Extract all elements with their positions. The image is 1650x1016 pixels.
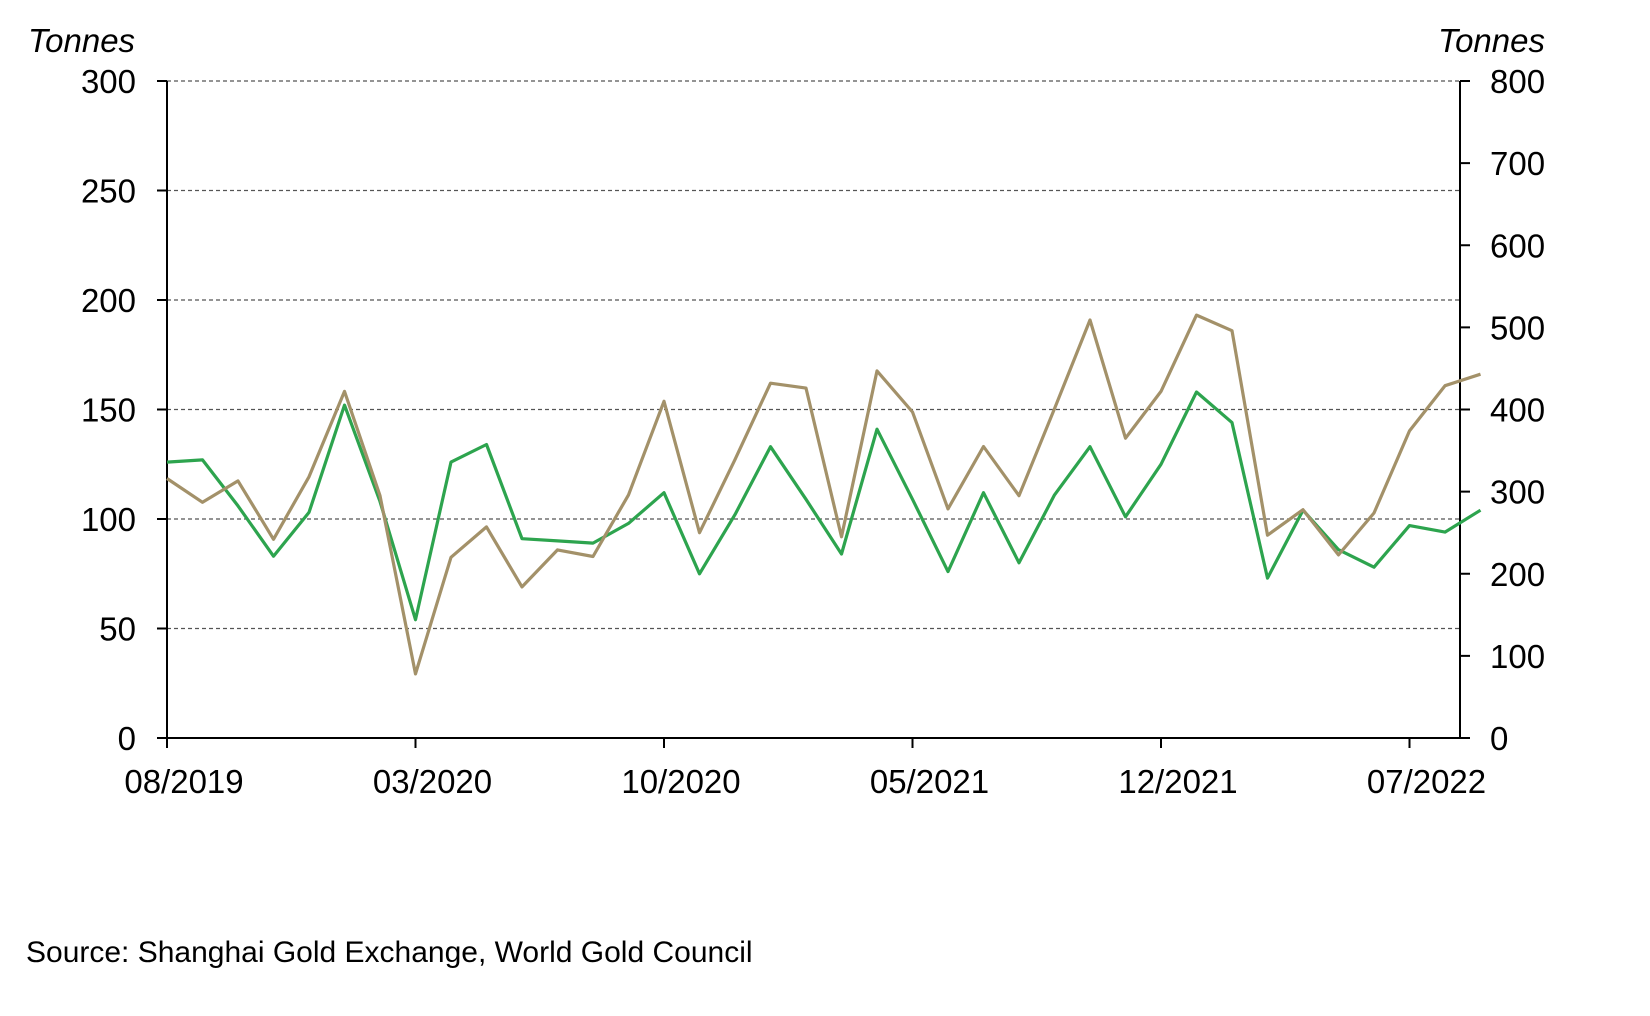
right-tick-label: 0 [1490,720,1508,757]
x-tick-label: 05/2021 [870,763,989,800]
left-tick-label: 150 [81,392,136,429]
right-axis-unit-label: Tonnes [1438,22,1545,59]
x-tick-label: 10/2020 [621,763,740,800]
left-tick-label: 0 [118,720,136,757]
right-tick-label: 600 [1490,227,1545,264]
x-tick-label: 08/2019 [124,763,243,800]
x-axis-ticks: 08/2019 03/2020 10/2020 05/2021 12/2021 07/20… [124,738,1486,800]
left-tick-label: 100 [81,501,136,538]
left-axis-unit-label: Tonnes [28,22,135,59]
left-tick-label: 200 [81,282,136,319]
x-tick-label: 12/2021 [1118,763,1237,800]
source-note: Source: Shanghai Gold Exchange, World Go… [26,936,753,969]
left-tick-label: 250 [81,173,136,210]
right-axis-ticks: 0 100 200 300 400 500 600 700 800 [1460,63,1545,757]
right-tick-label: 300 [1490,474,1545,511]
left-axis-ticks: 0 50 100 150 200 250 300 [81,63,167,757]
series-lines [166,313,1482,676]
gridlines [167,80,1460,630]
right-tick-label: 200 [1490,556,1545,593]
right-tick-label: 500 [1490,309,1545,346]
left-tick-label: 300 [81,63,136,100]
right-tick-label: 100 [1490,638,1545,675]
series-line-left-axis [166,390,1482,622]
x-tick-label: 07/2022 [1367,763,1486,800]
x-tick-label: 03/2020 [373,763,492,800]
left-tick-label: 50 [99,611,136,648]
right-tick-label: 800 [1490,63,1545,100]
series-line-right-axis [166,313,1481,676]
right-tick-label: 700 [1490,145,1545,182]
right-tick-label: 400 [1490,392,1545,429]
